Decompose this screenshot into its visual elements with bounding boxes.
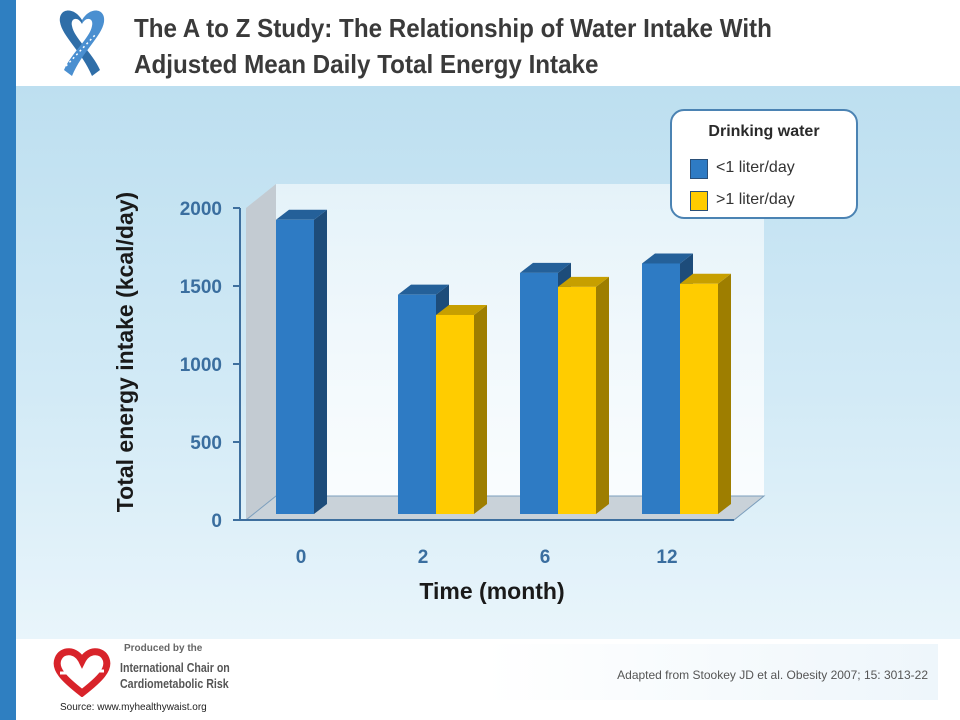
bar-over-1-liter-month-12 [680, 273, 731, 514]
reference-box: Adapted from Stookey JD et al. Obesity 2… [486, 644, 938, 700]
legend-swatch-yellow [690, 191, 708, 211]
legend-swatch-blue [690, 159, 708, 179]
logo-line-2: Cardiometabolic Risk [120, 677, 229, 691]
slide-footer: Produced by the International Chair on C… [16, 639, 960, 720]
bar-front [520, 272, 558, 514]
bars [276, 209, 731, 515]
bar-over-1-liter-month-6 [558, 276, 609, 514]
bar-top [276, 209, 327, 220]
y-tick-label: 500 [190, 433, 222, 454]
y-tick-label: 1500 [180, 277, 222, 298]
bar-over-1-liter-month-2 [436, 304, 487, 514]
bar-top [520, 262, 571, 273]
bar-side [718, 273, 731, 514]
logo-produced-text: Produced by the [124, 643, 203, 654]
y-tick-label: 0 [211, 511, 222, 532]
bar-top [398, 284, 449, 295]
legend-title: Drinking water [708, 123, 820, 140]
x-tick-label: 2 [418, 547, 429, 568]
bar-front [276, 219, 314, 515]
slide-title: The A to Z Study: The Relationship of Wa… [134, 13, 772, 79]
bar-front [680, 283, 718, 514]
y-tick-label: 1000 [180, 355, 222, 376]
bar-top [558, 276, 609, 287]
x-axis-label: Time (month) [419, 578, 565, 604]
bar-top [680, 273, 731, 284]
heart-logo-icon [53, 648, 111, 697]
chart-legend: Drinking water <1 liter/day >1 liter/day [670, 109, 858, 219]
bar-side [314, 209, 327, 515]
reference-text: Adapted from Stookey JD et al. Obesity 2… [617, 668, 928, 682]
bar-front [642, 263, 680, 514]
bar-front [558, 286, 596, 514]
slide-header: The A to Z Study: The Relationship of Wa… [16, 0, 960, 86]
bar-top [642, 253, 693, 264]
bar-under-1-liter-month-0 [276, 209, 327, 515]
chart-side-wall [246, 184, 276, 520]
x-tick-label: 0 [296, 547, 307, 568]
slide-left-accent-bar [0, 0, 16, 720]
y-axis-label: Total energy intake (kcal/day) [112, 191, 138, 513]
bar-side [596, 276, 609, 514]
legend-label: >1 liter/day [716, 191, 795, 208]
y-ticks: 0 500 1000 1500 2000 [180, 199, 240, 532]
bar-front [398, 294, 436, 514]
source-text: Source: www.myhealthywaist.org [60, 702, 207, 713]
y-tick-label: 2000 [180, 199, 222, 220]
legend-label: <1 liter/day [716, 159, 795, 176]
x-tick-label: 6 [540, 547, 551, 568]
x-ticks: 0 2 6 12 [296, 547, 678, 568]
logo-line-1: International Chair on [120, 661, 230, 675]
bar-side [474, 304, 487, 514]
bar-top [436, 304, 487, 315]
ribbon-icon [59, 10, 105, 76]
x-tick-label: 12 [656, 547, 677, 568]
icrc-logo: Produced by the International Chair on C… [52, 641, 242, 701]
bar-front [436, 314, 474, 514]
